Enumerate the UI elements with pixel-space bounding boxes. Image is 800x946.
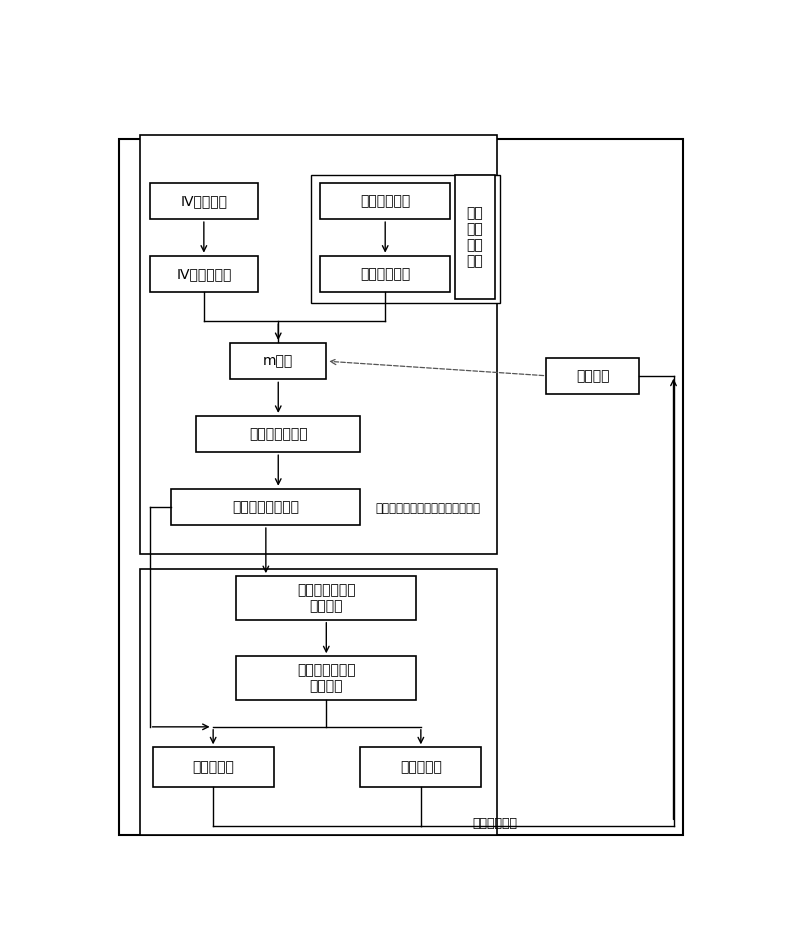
Bar	[320, 183, 450, 219]
Bar	[230, 343, 326, 379]
Bar	[320, 255, 450, 292]
Text: IV生成模块: IV生成模块	[180, 194, 227, 208]
Text: 逻辑重构模块: 逻辑重构模块	[360, 267, 410, 281]
Bar	[546, 358, 639, 394]
Bar	[237, 576, 416, 620]
Bar	[196, 416, 360, 452]
Bar	[140, 569, 497, 834]
Text: 活动
背景
生成
模块: 活动 背景 生成 模块	[466, 206, 483, 269]
Bar	[171, 489, 360, 525]
Text: 动态缓冲区尺寸
控制模块: 动态缓冲区尺寸 控制模块	[297, 583, 356, 613]
Text: 密钥长度判断模块: 密钥长度判断模块	[232, 499, 299, 514]
Bar	[140, 135, 497, 554]
Text: 流解密模块: 流解密模块	[400, 761, 442, 774]
Bar	[360, 747, 482, 787]
Bar	[153, 747, 274, 787]
Text: IV规格化模块: IV规格化模块	[176, 267, 231, 281]
Bar	[310, 175, 500, 303]
Text: 轨迹环变换矩阵
生成模块: 轨迹环变换矩阵 生成模块	[297, 663, 356, 693]
Text: 物理重构模块: 物理重构模块	[360, 194, 410, 208]
Text: 基于广义信息域的伪随机码发生器: 基于广义信息域的伪随机码发生器	[376, 501, 481, 515]
Bar	[150, 183, 258, 219]
Text: 加解密子系统: 加解密子系统	[472, 817, 517, 831]
Bar	[454, 175, 495, 299]
Text: 调用入口: 调用入口	[576, 369, 610, 383]
Bar	[150, 255, 258, 292]
Bar	[237, 657, 416, 700]
Text: m模块: m模块	[263, 354, 294, 368]
Text: 流加密模块: 流加密模块	[192, 761, 234, 774]
Text: 约束化处理模块: 约束化处理模块	[249, 427, 307, 441]
